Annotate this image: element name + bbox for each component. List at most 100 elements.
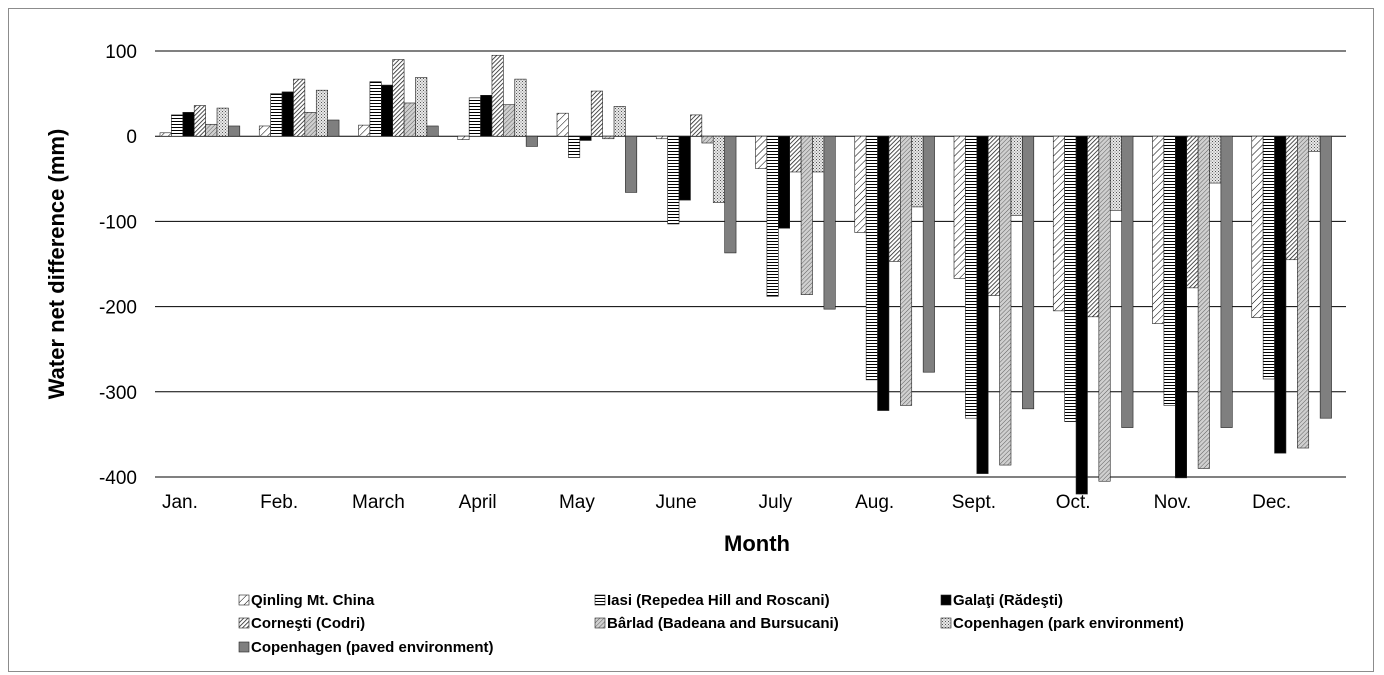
y-tick-label: -100 xyxy=(99,212,137,233)
x-tick-label: Oct. xyxy=(1056,492,1091,513)
bar-7-sept xyxy=(1022,135,1035,410)
legend-swatch xyxy=(238,617,250,629)
bar-6-sept xyxy=(1010,135,1023,216)
bar-5-oct xyxy=(1098,135,1111,482)
y-tick-label: -200 xyxy=(99,298,137,319)
bar-7-oct xyxy=(1121,135,1134,428)
bar-3-oct xyxy=(1075,135,1088,495)
legend-label: Corneşti (Codri) xyxy=(251,615,365,632)
bar-7-may xyxy=(625,135,638,193)
bar-4-oct xyxy=(1087,135,1100,318)
y-tick-label: -400 xyxy=(99,468,137,489)
legend-swatch xyxy=(940,594,952,606)
bar-1-may xyxy=(556,112,569,137)
bar-4-aug xyxy=(888,135,901,262)
legend-label: Iasi (Repedea Hill and Roscani) xyxy=(607,592,830,609)
bar-5-feb xyxy=(304,112,317,137)
bar-1-july xyxy=(755,135,768,169)
bar-2-sept xyxy=(965,135,978,419)
x-tick-label: Feb. xyxy=(260,492,298,513)
legend-swatch xyxy=(940,617,952,629)
bar-5-sept xyxy=(999,135,1012,466)
bar-3-june xyxy=(678,135,691,201)
bar-2-june xyxy=(667,135,680,225)
bar-7-nov xyxy=(1220,135,1233,428)
bar-7-july xyxy=(823,135,836,310)
bar-6-oct xyxy=(1109,135,1122,211)
bar-2-nov xyxy=(1163,135,1176,406)
bar-1-feb xyxy=(258,125,271,137)
bar-5-april xyxy=(503,104,516,137)
bar-6-feb xyxy=(315,89,328,137)
bar-5-may xyxy=(602,135,615,140)
bar-2-dec xyxy=(1262,135,1275,380)
bar-1-april xyxy=(457,135,470,140)
bar-4-april xyxy=(491,54,504,137)
bar-1-nov xyxy=(1152,135,1165,324)
bar-4-july xyxy=(789,135,802,173)
bar-2-july xyxy=(766,135,779,297)
legend-swatch xyxy=(594,617,606,629)
bar-1-aug xyxy=(854,135,867,233)
bar-3-may xyxy=(579,135,592,141)
bar-7-april xyxy=(525,135,538,147)
legend: Qinling Mt. China Iasi (Repedea Hill and … xyxy=(238,592,1184,656)
legend-label: Galaţi (Rădeşti) xyxy=(953,592,1063,609)
x-tick-label: July xyxy=(759,492,793,513)
chart-frame xyxy=(8,8,1374,672)
bar-6-aug xyxy=(911,135,924,208)
bar-4-nov xyxy=(1186,135,1199,289)
bar-6-april xyxy=(514,78,527,137)
bar-1-sept xyxy=(953,135,966,279)
x-tick-label: Jan. xyxy=(162,492,198,513)
x-tick-label: June xyxy=(656,492,697,513)
x-tick-label: Aug. xyxy=(855,492,894,513)
bar-2-april xyxy=(468,97,481,137)
x-tick-label: Dec. xyxy=(1252,492,1291,513)
bars xyxy=(159,54,1332,495)
bar-7-june xyxy=(724,135,737,254)
legend-swatch xyxy=(238,594,250,606)
bar-2-feb xyxy=(270,93,283,137)
bar-1-march xyxy=(358,124,371,137)
bar-2-jan xyxy=(171,114,184,137)
bar-2-aug xyxy=(865,135,878,381)
y-tick-label: -300 xyxy=(99,383,137,404)
bar-2-may xyxy=(568,135,581,158)
bar-6-march xyxy=(415,77,428,137)
bar-3-march xyxy=(380,84,393,137)
y-tick-label: 100 xyxy=(105,42,137,63)
bar-6-june xyxy=(712,135,725,203)
bar-3-jan xyxy=(182,112,195,137)
bar-6-may xyxy=(613,106,626,137)
bar-3-feb xyxy=(281,91,294,137)
bar-7-feb xyxy=(327,119,340,137)
bar-4-feb xyxy=(293,78,306,137)
bar-5-june xyxy=(701,135,714,144)
bar-3-dec xyxy=(1274,135,1287,454)
gridlines xyxy=(155,50,1346,478)
bar-7-march xyxy=(426,125,439,137)
bar-4-sept xyxy=(987,135,1000,296)
x-tick-label: Sept. xyxy=(952,492,996,513)
bar-4-dec xyxy=(1285,135,1298,261)
x-tick-label: March xyxy=(352,492,405,513)
bar-1-jan xyxy=(159,132,172,137)
bar-2-oct xyxy=(1064,135,1077,422)
bar-1-june xyxy=(655,135,668,140)
bar-7-jan xyxy=(228,125,241,137)
bar-4-may xyxy=(590,90,603,137)
legend-swatch xyxy=(238,641,250,653)
x-tick-label: May xyxy=(559,492,595,513)
bar-4-jan xyxy=(193,105,206,137)
bar-2-march xyxy=(369,81,382,137)
x-tick-label: April xyxy=(459,492,497,513)
bar-3-sept xyxy=(976,135,989,474)
bar-4-march xyxy=(392,59,405,137)
bar-5-jan xyxy=(205,123,218,137)
x-tick-label: Nov. xyxy=(1154,492,1192,513)
bar-6-nov xyxy=(1209,135,1222,184)
legend-swatch xyxy=(594,594,606,606)
x-tick-labels: Jan. Feb. March April May June July Aug. Sept. Oc… xyxy=(162,492,1291,513)
